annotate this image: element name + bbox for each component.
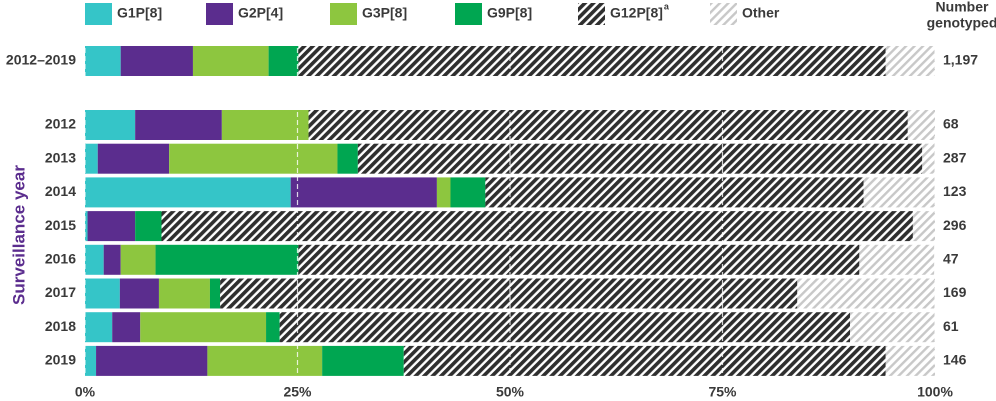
- bar-segment: [907, 110, 935, 140]
- legend-swatch: [85, 3, 112, 25]
- bar-segment: [885, 46, 935, 76]
- y-axis-label: Surveillance year: [9, 165, 28, 305]
- y-tick-label: 2016: [45, 251, 76, 267]
- legend-label: G1P[8]: [117, 5, 162, 21]
- bar-segment: [863, 177, 935, 208]
- bar-segment: [298, 46, 886, 76]
- bar-segment: [85, 46, 121, 76]
- n-header: Number: [936, 0, 989, 15]
- bar-segment: [120, 46, 193, 76]
- y-tick-label: 2017: [45, 284, 76, 300]
- bar-segment: [192, 46, 269, 76]
- bar-segment: [290, 177, 437, 208]
- bar-segment: [922, 143, 935, 174]
- bar-segment: [135, 110, 222, 140]
- y-tick-label: 2014: [45, 183, 76, 199]
- legend-swatch: [578, 3, 605, 25]
- bar-segment: [485, 177, 864, 208]
- bar-segment: [436, 177, 451, 208]
- bar-segment: [885, 345, 935, 376]
- bar-segment: [859, 244, 935, 275]
- bar-segment: [96, 345, 208, 376]
- n-label: 68: [943, 116, 959, 132]
- bar-segment: [85, 345, 97, 376]
- bar-segment: [158, 278, 210, 309]
- legend-label: G2P[4]: [238, 5, 283, 21]
- bar-segment: [85, 244, 104, 275]
- bar-segment: [112, 312, 141, 343]
- bar-segment: [85, 278, 120, 309]
- x-tick-label: 75%: [708, 384, 737, 400]
- bar-segment: [140, 312, 267, 343]
- n-label: 61: [943, 318, 959, 334]
- bar-segment: [357, 143, 923, 174]
- bar-segment: [209, 278, 221, 309]
- y-tick-label: 2019: [45, 352, 76, 368]
- bar-segment: [298, 244, 860, 275]
- x-tick-label: 25%: [283, 384, 312, 400]
- bar-segment: [161, 211, 913, 242]
- bar-segment: [119, 278, 159, 309]
- bar-segment: [266, 312, 280, 343]
- n-label: 1,197: [943, 52, 978, 68]
- legend-label: Other: [742, 5, 780, 21]
- y-tick-label: 2012–2019: [6, 52, 76, 68]
- y-tick-label: 2013: [45, 149, 76, 165]
- bar-segment: [135, 211, 162, 242]
- bar-segment: [797, 278, 935, 309]
- bar-segment: [85, 143, 98, 174]
- x-tick-label: 50%: [496, 384, 525, 400]
- bar-segment: [103, 244, 121, 275]
- bar-segment: [85, 211, 88, 242]
- n-header: genotyped: [927, 15, 996, 31]
- bar-segment: [169, 143, 338, 174]
- n-label: 146: [943, 352, 967, 368]
- x-tick-label: 0%: [75, 384, 96, 400]
- n-label: 287: [943, 149, 967, 165]
- x-tick-label: 100%: [917, 384, 953, 400]
- bar-segment: [155, 244, 299, 275]
- bar-segment: [85, 312, 113, 343]
- bar-segment: [308, 110, 908, 140]
- bar-segment: [85, 110, 136, 140]
- n-label: 47: [943, 251, 959, 267]
- n-label: 169: [943, 284, 967, 300]
- bar-segment: [207, 345, 323, 376]
- bar-segment: [268, 46, 299, 76]
- bar-segment: [85, 177, 291, 208]
- bar-segment: [220, 278, 798, 309]
- legend-label: G12P[8]: [610, 5, 663, 21]
- bar-segment: [120, 244, 156, 275]
- legend-marker: a: [664, 1, 670, 11]
- bar-segment: [97, 143, 170, 174]
- n-label: 296: [943, 217, 967, 233]
- y-tick-label: 2018: [45, 318, 76, 334]
- legend-label: G9P[8]: [487, 5, 532, 21]
- bar-segment: [322, 345, 404, 376]
- n-label: 123: [943, 183, 967, 199]
- legend-label: G3P[8]: [362, 5, 407, 21]
- legend-swatch: [710, 3, 737, 25]
- bar-segment: [850, 312, 935, 343]
- legend-swatch: [455, 3, 482, 25]
- bar-segment: [337, 143, 358, 174]
- bar-segment: [279, 312, 850, 343]
- y-tick-label: 2012: [45, 116, 76, 132]
- bar-segment: [403, 345, 886, 376]
- y-tick-label: 2015: [45, 217, 76, 233]
- bar-segment: [221, 110, 309, 140]
- bar-segment: [87, 211, 136, 242]
- legend-swatch: [206, 3, 233, 25]
- legend-swatch: [330, 3, 357, 25]
- bar-segment: [912, 211, 935, 242]
- bar-segment: [450, 177, 486, 208]
